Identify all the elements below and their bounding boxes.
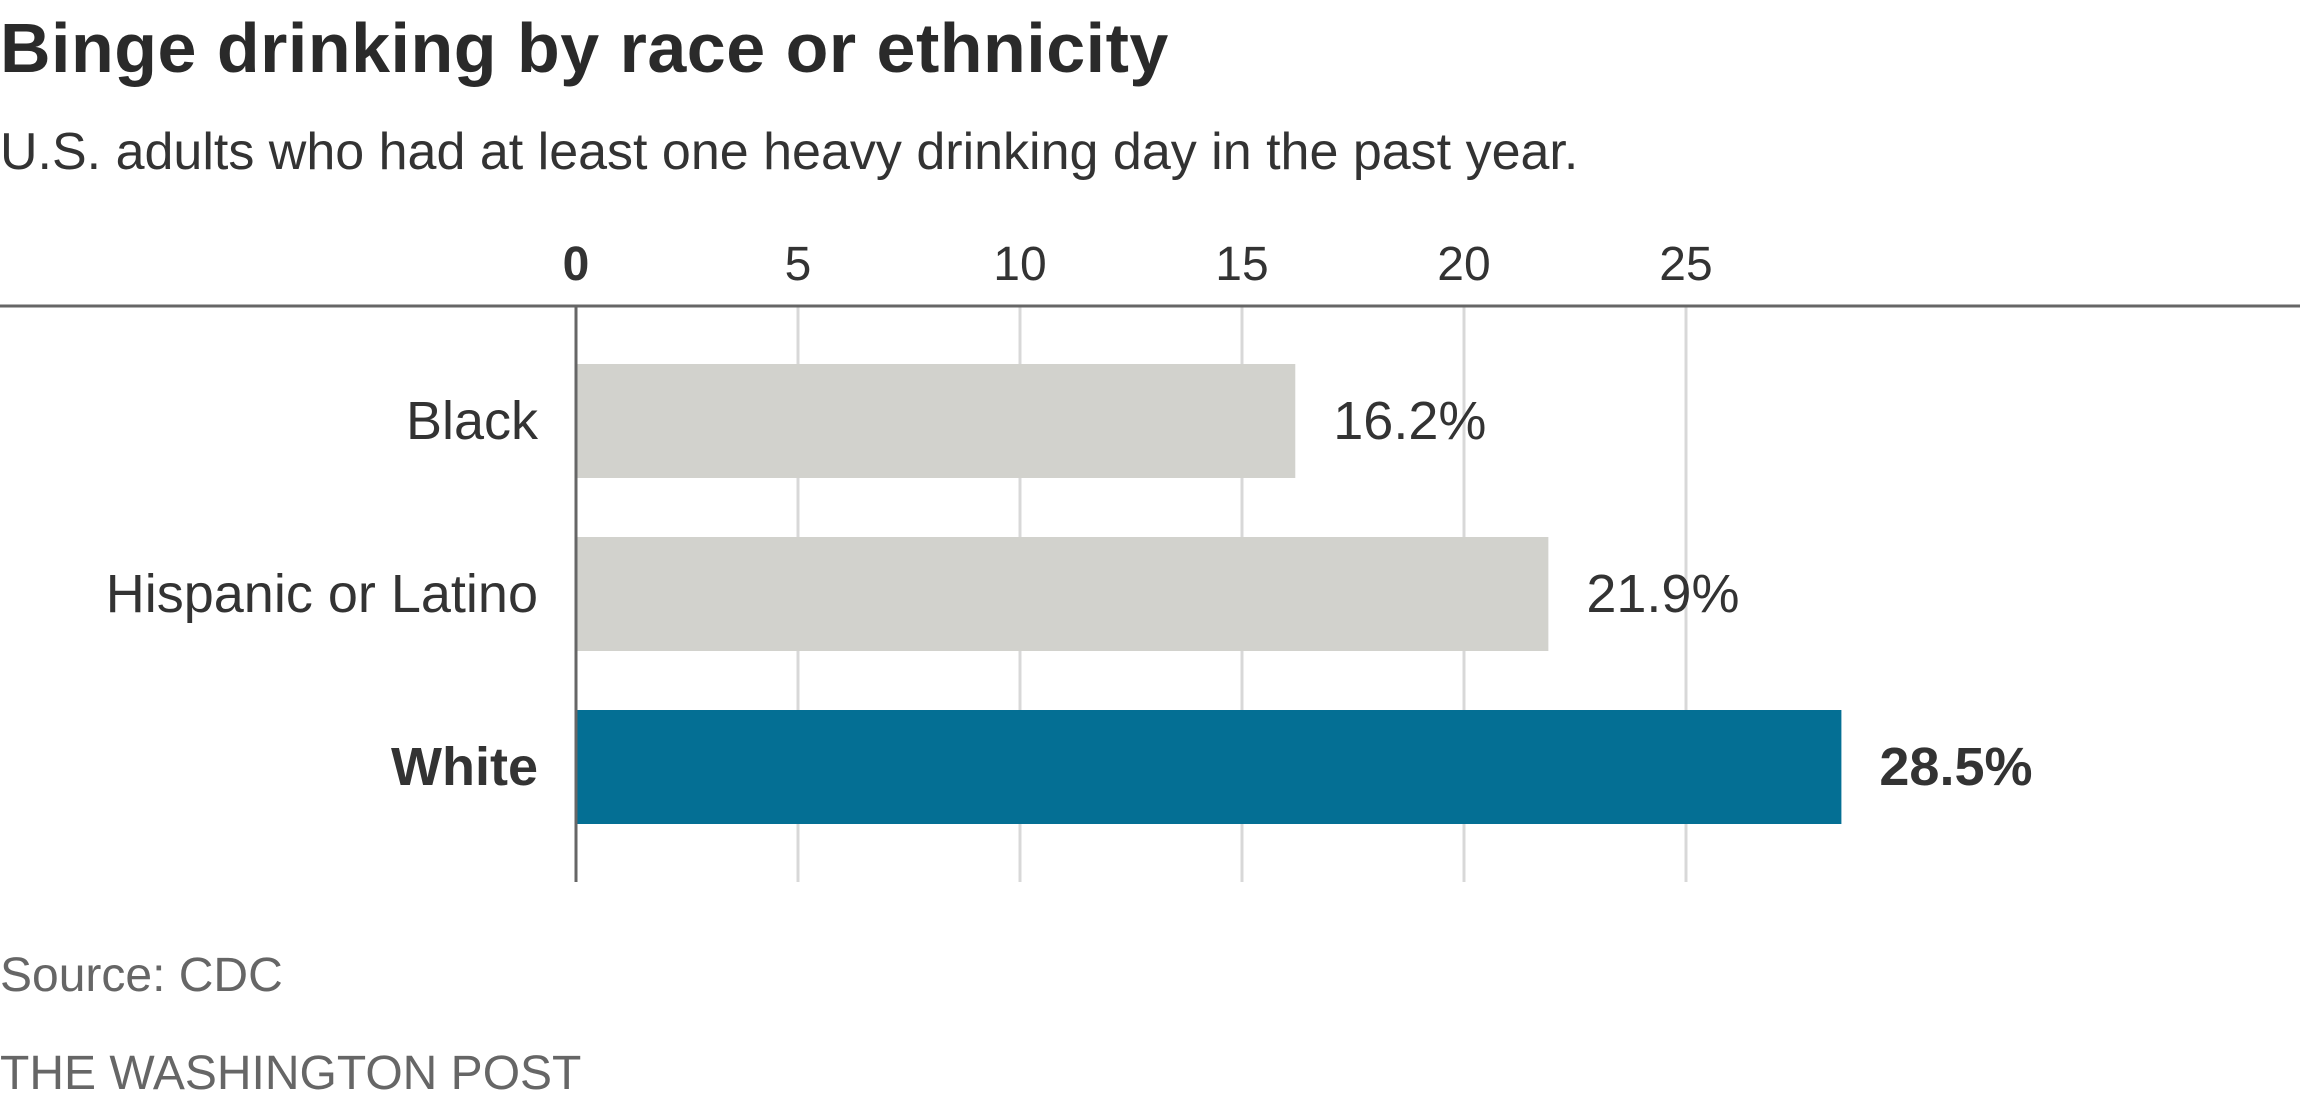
category-label-hispanic-or-latino: Hispanic or Latino xyxy=(106,564,538,624)
bar-black xyxy=(576,364,1296,478)
category-label-white: White xyxy=(391,737,538,797)
publisher-credit: THE WASHINGTON POST xyxy=(0,1047,582,1100)
value-label-white: 28.5% xyxy=(1879,737,2032,797)
bars xyxy=(576,364,1842,824)
value-label-hispanic-or-latino: 21.9% xyxy=(1586,564,1739,624)
bar-hispanic-or-latino xyxy=(576,537,1549,651)
bar-white xyxy=(576,710,1842,824)
tick-labels: 0 5 10 15 20 25 xyxy=(563,238,1713,291)
chart-subtitle: U.S. adults who had at least one heavy d… xyxy=(0,123,1579,181)
chart-title: Binge drinking by race or ethnicity xyxy=(0,9,1169,87)
tick-label-25: 25 xyxy=(1659,238,1712,291)
source-note: Source: CDC xyxy=(0,949,283,1002)
tick-label-20: 20 xyxy=(1437,238,1490,291)
category-label-black: Black xyxy=(406,391,539,451)
tick-label-5: 5 xyxy=(785,238,812,291)
labels: Black 16.2% Hispanic or Latino 21.9% White 28… xyxy=(106,391,2033,797)
tick-label-10: 10 xyxy=(993,238,1046,291)
bar-chart: 0 5 10 15 20 25 Black 16.2% Hispanic or Latino 2… xyxy=(0,238,2300,882)
value-label-black: 16.2% xyxy=(1333,391,1486,451)
tick-label-0: 0 xyxy=(563,238,590,291)
tick-label-15: 15 xyxy=(1215,238,1268,291)
